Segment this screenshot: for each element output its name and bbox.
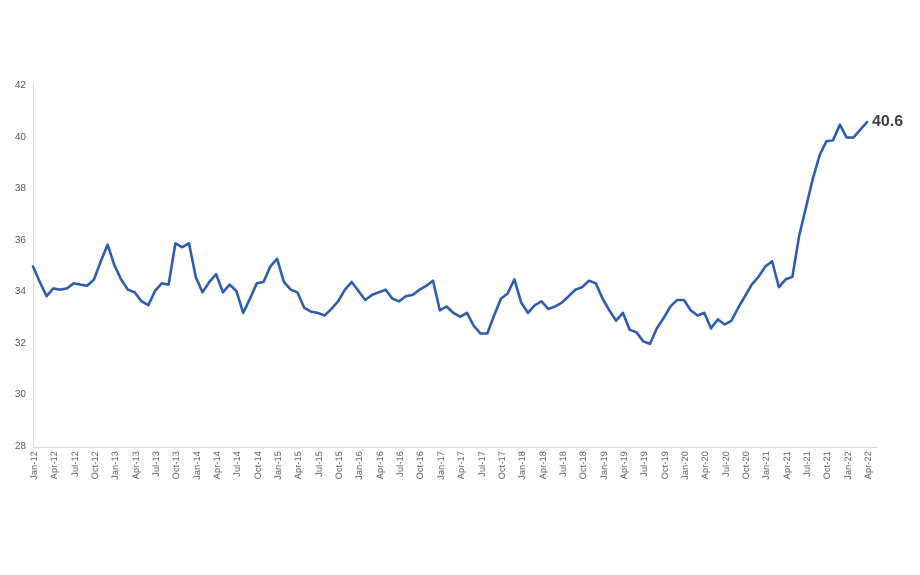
y-tick-label: 36 bbox=[14, 234, 26, 246]
x-tick-label: Oct-17 bbox=[496, 451, 507, 480]
last-value-label: 40.6 bbox=[872, 113, 904, 131]
y-tick-label: 42 bbox=[14, 80, 26, 91]
x-tick-label: Jul-15 bbox=[313, 451, 324, 477]
x-tick-label: Jul-20 bbox=[720, 451, 731, 477]
y-tick-label: 38 bbox=[14, 183, 26, 195]
x-tick-label: Jan-12 bbox=[29, 451, 39, 480]
x-tick-label: Jan-14 bbox=[191, 451, 202, 480]
data-line bbox=[31, 120, 869, 346]
x-tick-label: Apr-20 bbox=[700, 451, 711, 480]
x-tick-label: Apr-17 bbox=[456, 451, 467, 480]
x-tick-label: Jan-18 bbox=[517, 451, 528, 480]
x-tick-label: Apr-18 bbox=[537, 451, 548, 480]
x-axis-line bbox=[33, 447, 878, 448]
x-tick-label: Apr-22 bbox=[863, 451, 873, 480]
x-tick-label: Jul-21 bbox=[801, 451, 812, 477]
y-tick-label: 40 bbox=[14, 131, 26, 143]
x-tick-label: Oct-12 bbox=[90, 451, 101, 480]
x-tick-label: Jul-13 bbox=[151, 451, 162, 477]
x-tick-label: Jan-15 bbox=[273, 451, 284, 480]
x-tick-label: Apr-12 bbox=[49, 451, 60, 480]
x-tick-label: Jan-13 bbox=[110, 451, 121, 480]
y-tick-label: 34 bbox=[14, 286, 26, 298]
y-tick-label: 32 bbox=[14, 337, 26, 349]
x-tick-label: Jan-17 bbox=[435, 451, 446, 480]
x-tick-label: Jul-14 bbox=[232, 451, 243, 477]
x-tick-label: Apr-19 bbox=[618, 451, 629, 480]
x-tick-label: Oct-13 bbox=[171, 451, 182, 480]
x-tick-label: Jan-19 bbox=[598, 451, 609, 480]
y-tick-label: 28 bbox=[14, 441, 26, 452]
x-tick-label: Oct-18 bbox=[578, 451, 589, 480]
x-tick-label: Jan-20 bbox=[679, 451, 690, 480]
x-tick-label: Jul-18 bbox=[557, 451, 568, 477]
x-tick-label: Oct-20 bbox=[740, 451, 751, 480]
x-tick-label: Jul-19 bbox=[639, 451, 650, 477]
x-tick-label: Jan-22 bbox=[842, 451, 853, 480]
x-tick-label: Jan-21 bbox=[761, 451, 772, 480]
x-tick-label: Apr-14 bbox=[212, 451, 223, 480]
x-tick-label: Oct-19 bbox=[659, 451, 670, 480]
y-tick-label: 30 bbox=[14, 389, 26, 401]
x-tick-label: Jul-12 bbox=[69, 451, 80, 477]
x-tick-label: Apr-13 bbox=[130, 451, 141, 480]
x-tick-label: Apr-15 bbox=[293, 451, 304, 480]
x-tick-label: Oct-16 bbox=[415, 451, 426, 480]
x-tick-label: Jul-17 bbox=[476, 451, 487, 477]
x-tick-label: Oct-14 bbox=[252, 451, 263, 480]
x-tick-label: Apr-16 bbox=[374, 451, 385, 480]
x-tick-label: Jan-16 bbox=[354, 451, 365, 480]
x-tick-label: Oct-21 bbox=[822, 451, 833, 480]
x-tick-label: Oct-15 bbox=[334, 451, 345, 480]
x-tick-label: Apr-21 bbox=[781, 451, 792, 480]
x-tick-label: Jul-16 bbox=[395, 451, 406, 477]
